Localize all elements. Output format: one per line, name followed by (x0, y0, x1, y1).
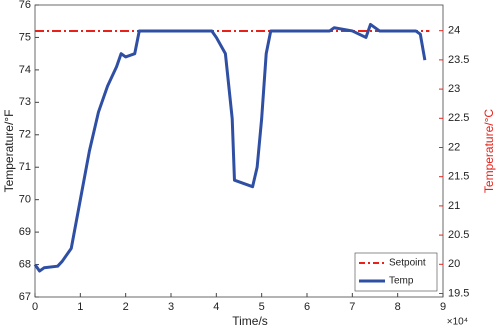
y-tick-label: 69 (19, 226, 31, 238)
y2-tick-label: 19.5 (448, 287, 469, 299)
y-tick-label: 76 (19, 0, 31, 11)
x-tick-label: 6 (304, 301, 310, 313)
x-tick-label: 4 (213, 301, 219, 313)
y2-tick-label: 23 (448, 83, 460, 95)
series-line (33, 22, 427, 273)
y2-tick-label: 21.5 (448, 171, 469, 183)
y-tick-label: 70 (19, 194, 31, 206)
y-tick-label: 71 (19, 161, 31, 173)
x-tick-label: 9 (440, 301, 446, 313)
y-tick-label: 74 (19, 64, 31, 76)
x-tick-label: 8 (395, 301, 401, 313)
x-tick-label: 0 (32, 301, 38, 313)
y-tick-label: 75 (19, 31, 31, 43)
y-tick-label: 68 (19, 258, 31, 270)
y-tick-label: 67 (19, 291, 31, 303)
x-tick-label: 2 (123, 301, 129, 313)
legend-label: Setpoint (389, 258, 426, 269)
y-tick-label: 73 (19, 96, 31, 108)
y2-axis-label: Temperature/°C (482, 109, 496, 193)
legend-label: Temp (389, 276, 414, 287)
y-axis-label: Temperature/°F (2, 110, 16, 193)
plot-frame (34, 4, 444, 298)
y2-tick-label: 23.5 (448, 54, 469, 66)
y2-tick-label: 22 (448, 141, 460, 153)
x-tick-label: 5 (259, 301, 265, 313)
y2-tick-label: 24 (448, 25, 460, 37)
y2-tick-label: 20.5 (448, 229, 469, 241)
x-multiplier: ×10⁴ (447, 317, 468, 328)
y2-tick-label: 21 (448, 200, 460, 212)
x-tick-label: 3 (168, 301, 174, 313)
legend-box (354, 252, 438, 292)
x-axis-label: Time/s (232, 314, 268, 328)
x-tick-label: 1 (77, 301, 83, 313)
x-tick-label: 7 (349, 301, 355, 313)
y2-tick-label: 20 (448, 258, 460, 270)
y2-tick-label: 22.5 (448, 112, 469, 124)
y-tick-label: 72 (19, 129, 31, 141)
